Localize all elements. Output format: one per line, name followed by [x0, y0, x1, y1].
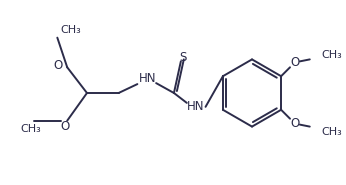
Text: CH₃: CH₃ — [21, 124, 42, 134]
Text: O: O — [61, 120, 70, 133]
Text: HN: HN — [187, 100, 204, 113]
Text: CH₃: CH₃ — [60, 25, 81, 35]
Text: O: O — [53, 59, 62, 72]
Text: CH₃: CH₃ — [322, 51, 343, 60]
Text: HN: HN — [138, 72, 156, 85]
Text: O: O — [290, 117, 300, 130]
Text: O: O — [290, 56, 300, 69]
Text: S: S — [179, 51, 186, 64]
Text: CH₃: CH₃ — [322, 127, 343, 137]
